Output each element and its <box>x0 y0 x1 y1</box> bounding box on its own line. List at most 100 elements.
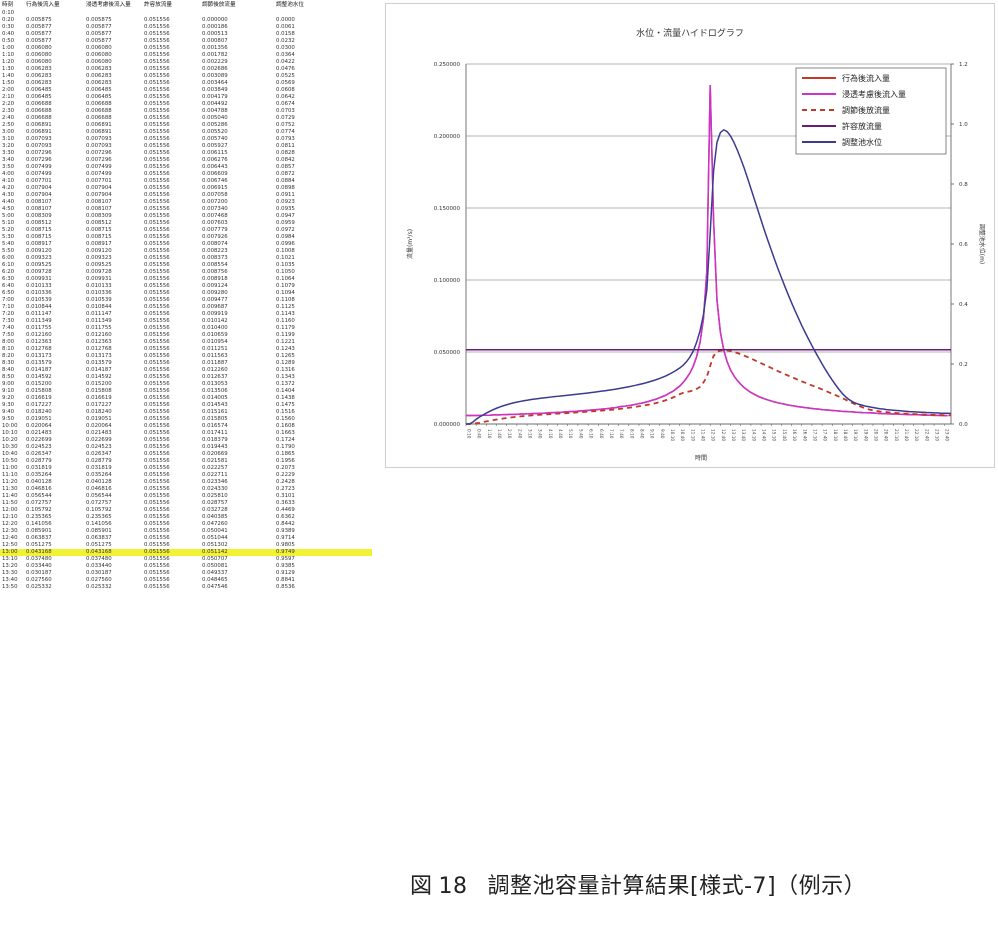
table-cell: 0.1790 <box>276 444 295 450</box>
table-cell: 0.028779 <box>26 458 52 464</box>
y-tick-label-left: 0.000000 <box>434 422 461 428</box>
table-cell: 0.001782 <box>202 52 228 58</box>
table-cell: 0.051556 <box>144 584 170 590</box>
table-cell: 0.005877 <box>26 24 52 30</box>
table-cell: 0.051556 <box>144 493 170 499</box>
table-cell: 0.015808 <box>26 388 52 394</box>
x-tick-label: 19:40 <box>863 429 868 441</box>
table-row: 2:00 0.006485 0.006485 0.051556 0.003849 0.06… <box>0 87 372 94</box>
table-cell: 0.024330 <box>202 486 228 492</box>
table-cell: 0.006688 <box>86 108 112 114</box>
table-cell: 12:20 <box>2 521 18 527</box>
table-cell: 0.051556 <box>144 59 170 65</box>
table-cell: 0.006283 <box>26 73 52 79</box>
table-cell: 0.020669 <box>202 451 228 457</box>
table-cell: 0.035264 <box>26 472 52 478</box>
series-line <box>466 349 951 425</box>
table-cell: 0.105792 <box>86 507 112 513</box>
table-cell: 10:20 <box>2 437 18 443</box>
table-cell: 0.001356 <box>202 45 228 51</box>
table-cell: 0.013506 <box>202 388 228 394</box>
table-cell: 13:30 <box>2 570 18 576</box>
table-cell: 0.007093 <box>26 143 52 149</box>
y-tick-label-right: 1.0 <box>959 122 968 128</box>
table-cell: 0.051556 <box>144 241 170 247</box>
table-row: 1:50 0.006283 0.006283 0.051556 0.003464 0.05… <box>0 80 372 87</box>
x-axis-label: 時間 <box>695 454 707 462</box>
table-cell: 0.051556 <box>144 423 170 429</box>
table-cell: 0.0364 <box>276 52 295 58</box>
table-cell: 0.005877 <box>86 31 112 37</box>
table-cell: 0.051556 <box>144 73 170 79</box>
table-cell: 0.8442 <box>276 521 295 527</box>
x-tick-label: 0:10 <box>467 429 472 439</box>
table-cell: 0.0811 <box>276 143 295 149</box>
table-cell: 7:10 <box>2 304 15 310</box>
table-cell: 0.051556 <box>142 549 200 556</box>
table-cell: 0.012160 <box>86 332 112 338</box>
table-row: 3:30 0.007296 0.007296 0.051556 0.006115 0.08… <box>0 150 372 157</box>
table-cell: 0.063837 <box>86 535 112 541</box>
table-cell: 0.051556 <box>144 248 170 254</box>
table-row: 10:40 0.026347 0.026347 0.051556 0.020669 0.1… <box>0 451 372 458</box>
table-cell: 0.010142 <box>202 318 228 324</box>
table-cell: 0:40 <box>2 31 15 37</box>
table-cell: 6:50 <box>2 290 15 296</box>
table-cell: 0.007499 <box>26 171 52 177</box>
table-cell: 0.022699 <box>86 437 112 443</box>
table-cell: 6:30 <box>2 276 15 282</box>
table-cell: 0.0972 <box>276 227 295 233</box>
table-cell: 0.003849 <box>202 87 228 93</box>
table-cell: 0.051556 <box>144 164 170 170</box>
table-cell: 0.0476 <box>276 66 295 72</box>
table-cell: 3:50 <box>2 164 15 170</box>
table-row: 4:20 0.007904 0.007904 0.051556 0.006915 0.08… <box>0 185 372 192</box>
header-pond-level: 調整池水位 <box>276 1 304 8</box>
x-tick-label: 9:40 <box>660 429 665 439</box>
table-cell: 0:10 <box>2 10 15 16</box>
x-tick-label: 20:40 <box>884 429 889 441</box>
table-row: 6:00 0.009323 0.009323 0.051556 0.008373 0.10… <box>0 255 372 262</box>
table-cell: 2:40 <box>2 115 15 121</box>
table-cell: 0.006115 <box>202 150 228 156</box>
x-tick-label: 1:40 <box>497 429 502 439</box>
table-cell: 0.051302 <box>202 542 228 548</box>
table-cell: 0.018240 <box>86 409 112 415</box>
table-cell: 0.051556 <box>144 276 170 282</box>
x-tick-label: 13:40 <box>741 429 746 441</box>
table-cell: 0.1865 <box>276 451 295 457</box>
table-cell: 0.008715 <box>86 227 112 233</box>
table-cell: 0.016619 <box>86 395 112 401</box>
table-cell: 0.016574 <box>202 423 228 429</box>
table-cell: 0.4469 <box>276 507 295 513</box>
table-cell: 0.008512 <box>86 220 112 226</box>
table-cell: 0.9389 <box>276 528 295 534</box>
table-cell: 0.9385 <box>276 563 295 569</box>
table-cell: 0.9714 <box>276 535 295 541</box>
table-cell: 0.072757 <box>86 500 112 506</box>
table-cell <box>24 10 84 17</box>
table-row: 1:30 0.006283 0.006283 0.051556 0.002686 0.04… <box>0 66 372 73</box>
table-row: 12:20 0.141056 0.141056 0.051556 0.047260 0.8… <box>0 521 372 528</box>
table-cell: 7:30 <box>2 318 15 324</box>
table-cell: 0.051556 <box>144 143 170 149</box>
table-cell: 0.051556 <box>144 521 170 527</box>
x-tick-label: 3:40 <box>538 429 543 439</box>
table-cell: 0.051556 <box>144 311 170 317</box>
table-cell: 13:00 <box>0 549 24 556</box>
caption-text: 調整池容量計算結果[様式-7]（例示） <box>487 874 867 899</box>
table-cell: 0.9749 <box>274 549 372 556</box>
table-cell: 0.020064 <box>26 423 52 429</box>
calculation-table-container: 時刻 行為後流入量 浸透考慮後流入量 許容放流量 調節後放流量 調整池水位 0:… <box>0 0 372 927</box>
table-cell: 0.063837 <box>26 535 52 541</box>
table-row: 12:40 0.063837 0.063837 0.051556 0.051044 0.9… <box>0 535 372 542</box>
table-cell: 0.030187 <box>86 570 112 576</box>
table-cell: 0.006688 <box>26 108 52 114</box>
table-cell: 0.1343 <box>276 374 295 380</box>
table-cell: 0.0959 <box>276 220 295 226</box>
y-tick-label-right: 0.4 <box>959 302 968 308</box>
table-cell: 0.006746 <box>202 178 228 184</box>
table-cell <box>142 10 200 17</box>
table-row: 13:30 0.030187 0.030187 0.051556 0.049337 0.9… <box>0 570 372 577</box>
table-row: 10:10 0.021483 0.021483 0.051556 0.017411 0.1… <box>0 430 372 437</box>
